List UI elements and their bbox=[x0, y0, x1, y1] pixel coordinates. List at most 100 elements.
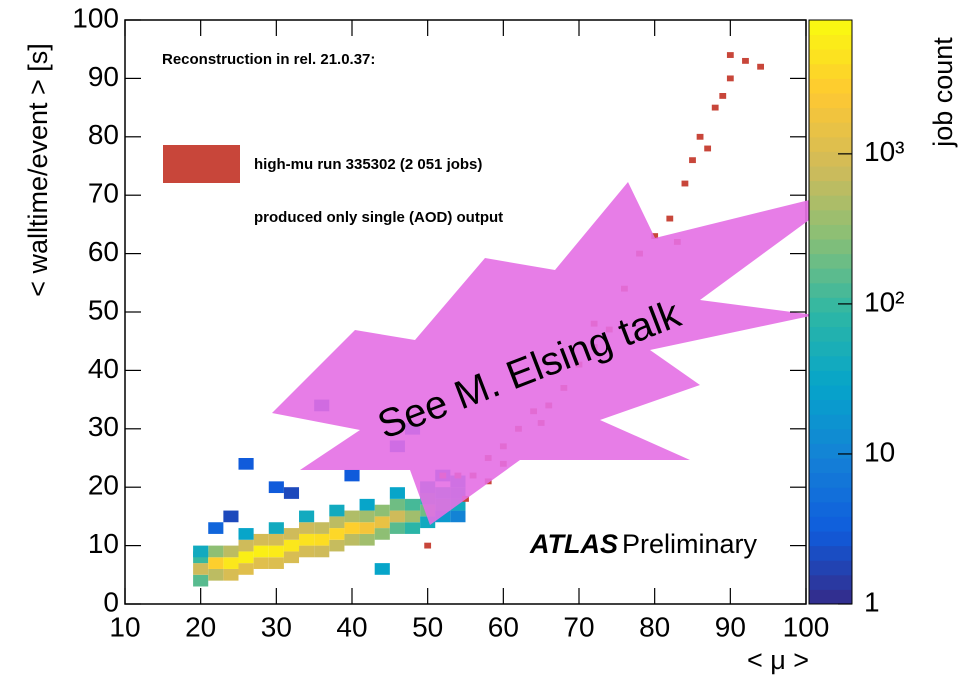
annotation: produced only single (AOD) output bbox=[254, 209, 503, 226]
heatmap-cell bbox=[374, 516, 390, 529]
colorbar-title: job count bbox=[928, 37, 958, 148]
colorbar-segment bbox=[809, 414, 852, 430]
heatmap-cell bbox=[193, 545, 209, 558]
heatmap-cell bbox=[374, 528, 390, 540]
heatmap-cell bbox=[223, 545, 239, 558]
heatmap-cell bbox=[268, 522, 284, 534]
y-tick-label: 70 bbox=[88, 178, 119, 209]
colorbar-segment bbox=[809, 341, 852, 357]
heatmap-cell bbox=[329, 516, 345, 529]
colorbar-segment bbox=[809, 268, 852, 284]
heatmap-cell bbox=[283, 528, 300, 540]
heatmap-cell bbox=[193, 574, 209, 587]
heatmap-cell bbox=[359, 510, 375, 523]
heatmap-cell bbox=[268, 533, 284, 546]
series-cell bbox=[666, 215, 674, 222]
heatmap-cell bbox=[359, 498, 375, 511]
colorbar-tick-label: 10³ bbox=[864, 136, 904, 167]
heatmap-cell bbox=[389, 487, 405, 499]
x-tick-label: 80 bbox=[639, 611, 670, 642]
colorbar-tick-label: 10² bbox=[864, 286, 904, 317]
heatmap-cell bbox=[238, 539, 254, 552]
y-tick-label: 40 bbox=[88, 353, 119, 384]
heatmap-cell bbox=[314, 522, 330, 534]
y-tick-label: 10 bbox=[88, 528, 119, 559]
y-axis-title: < walltime/event > [s] bbox=[23, 43, 53, 297]
heatmap-cell bbox=[193, 563, 209, 575]
colorbar-segment bbox=[809, 516, 852, 532]
colorbar-segment bbox=[809, 78, 852, 94]
colorbar-segment bbox=[809, 589, 852, 605]
heatmap-cell bbox=[374, 504, 390, 517]
heatmap-cell bbox=[359, 533, 375, 546]
x-tick-label: 10 bbox=[109, 611, 140, 642]
colorbar-segment bbox=[809, 20, 852, 36]
colorbar-segment bbox=[809, 443, 852, 459]
heatmap-cell bbox=[389, 522, 405, 534]
experiment-label: ATLAS bbox=[529, 529, 618, 559]
legend-label: high-mu run 335302 (2 051 jobs) bbox=[254, 156, 482, 173]
heatmap-cell bbox=[359, 522, 375, 534]
heatmap-cell bbox=[208, 568, 224, 581]
series-cell bbox=[711, 104, 719, 111]
heatmap-cell bbox=[404, 510, 421, 523]
colorbar-segment bbox=[809, 385, 852, 401]
heatmap-cell bbox=[329, 528, 345, 540]
annotation: Reconstruction in rel. 21.0.37: bbox=[162, 51, 375, 68]
heatmap-cell bbox=[389, 498, 405, 511]
heatmap-cell bbox=[435, 510, 451, 523]
status-label: Preliminary bbox=[622, 529, 758, 559]
heatmap-cell bbox=[283, 539, 300, 552]
colorbar-segment bbox=[809, 34, 852, 50]
colorbar-segment bbox=[809, 136, 852, 152]
x-tick-label: 100 bbox=[783, 611, 830, 642]
x-tick-label: 70 bbox=[563, 611, 594, 642]
colorbar-segment bbox=[809, 297, 852, 313]
heatmap-cell bbox=[283, 487, 300, 499]
heatmap-cell bbox=[223, 568, 239, 581]
colorbar-segment bbox=[809, 370, 852, 386]
heatmap-cell bbox=[268, 481, 284, 494]
colorbar-segment bbox=[809, 545, 852, 561]
heatmap-cell bbox=[208, 522, 224, 534]
y-tick-label: 30 bbox=[88, 411, 119, 442]
heatmap-cell bbox=[268, 545, 284, 558]
heatmap-cell bbox=[450, 510, 466, 523]
heatmap-cell bbox=[253, 557, 269, 569]
heatmap-cell bbox=[299, 510, 315, 523]
colorbar-segment bbox=[809, 195, 852, 211]
heatmap-cell bbox=[223, 557, 239, 569]
colorbar-tick-label: 1 bbox=[864, 586, 880, 617]
colorbar-segment bbox=[809, 355, 852, 371]
colorbar-segment bbox=[809, 282, 852, 298]
heatmap-cell bbox=[404, 498, 421, 511]
colorbar-segment bbox=[809, 49, 852, 65]
heatmap-cell bbox=[193, 551, 209, 564]
colorbar-segment bbox=[809, 93, 852, 109]
heatmap-cell bbox=[344, 510, 360, 523]
x-axis-title: < μ > bbox=[747, 645, 809, 675]
heatmap-cell bbox=[253, 533, 269, 546]
heatmap-cell bbox=[329, 504, 345, 517]
x-tick-label: 40 bbox=[336, 611, 367, 642]
series-cell bbox=[726, 75, 734, 82]
heatmap-cell bbox=[374, 563, 390, 575]
x-tick-label: 50 bbox=[412, 611, 443, 642]
colorbar-segment bbox=[809, 574, 852, 590]
heatmap-cell bbox=[344, 533, 360, 546]
colorbar-segment bbox=[809, 63, 852, 79]
y-tick-label: 90 bbox=[88, 61, 119, 92]
series-cell bbox=[704, 145, 712, 152]
heatmap-cell bbox=[299, 533, 315, 546]
colorbar-tick-label: 10 bbox=[864, 436, 895, 467]
heatmap-cell bbox=[238, 528, 254, 540]
axes: 10 20 30 40 50 60 70 80 90 1000102030405060708090… bbox=[72, 2, 829, 642]
y-tick-label: 0 bbox=[103, 586, 119, 617]
x-tick-label: 60 bbox=[488, 611, 519, 642]
x-tick-label: 20 bbox=[185, 611, 216, 642]
colorbar-segment bbox=[809, 224, 852, 240]
colorbar-segment bbox=[809, 239, 852, 255]
series-cell bbox=[689, 157, 696, 164]
heatmap-cell bbox=[329, 539, 345, 552]
